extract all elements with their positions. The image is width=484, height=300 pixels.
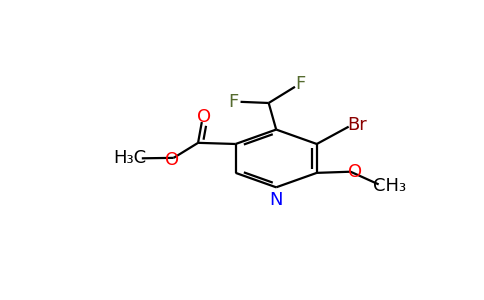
Text: H₃C: H₃C xyxy=(113,149,146,167)
Text: F: F xyxy=(228,93,239,111)
Text: CH₃: CH₃ xyxy=(373,177,406,195)
Text: O: O xyxy=(348,163,362,181)
Text: O: O xyxy=(197,108,211,126)
Text: Br: Br xyxy=(347,116,367,134)
Text: F: F xyxy=(295,75,306,93)
Text: O: O xyxy=(165,151,179,169)
Text: N: N xyxy=(270,191,283,209)
